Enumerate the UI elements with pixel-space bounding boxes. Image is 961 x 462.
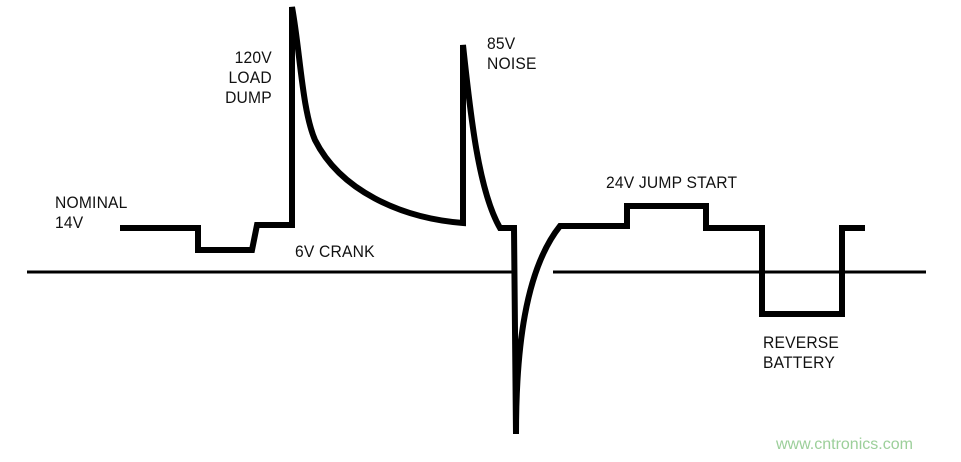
load-dump-line3: DUMP xyxy=(225,88,272,107)
reverse-battery-line1: REVERSE xyxy=(763,333,840,352)
load-dump-line1: 120V xyxy=(234,48,272,67)
crank-label: 6V CRANK xyxy=(295,242,375,261)
nominal-label-line1: NOMINAL xyxy=(55,193,128,212)
jump-start-label: 24V JUMP START xyxy=(606,173,738,192)
noise-label: 85V NOISE xyxy=(487,34,537,74)
voltage-waveform xyxy=(120,6,865,435)
watermark: www.cntronics.com xyxy=(776,436,913,453)
noise-line2: NOISE xyxy=(487,54,537,73)
reverse-battery-line2: BATTERY xyxy=(763,353,835,372)
load-dump-line2: LOAD xyxy=(228,68,272,87)
nominal-label-line2: 14V xyxy=(55,213,84,232)
noise-line1: 85V xyxy=(487,34,516,53)
load-dump-label: 120V LOAD DUMP xyxy=(225,48,272,108)
reverse-battery-label: REVERSE BATTERY xyxy=(763,333,839,373)
nominal-label: NOMINAL 14V xyxy=(55,193,128,233)
